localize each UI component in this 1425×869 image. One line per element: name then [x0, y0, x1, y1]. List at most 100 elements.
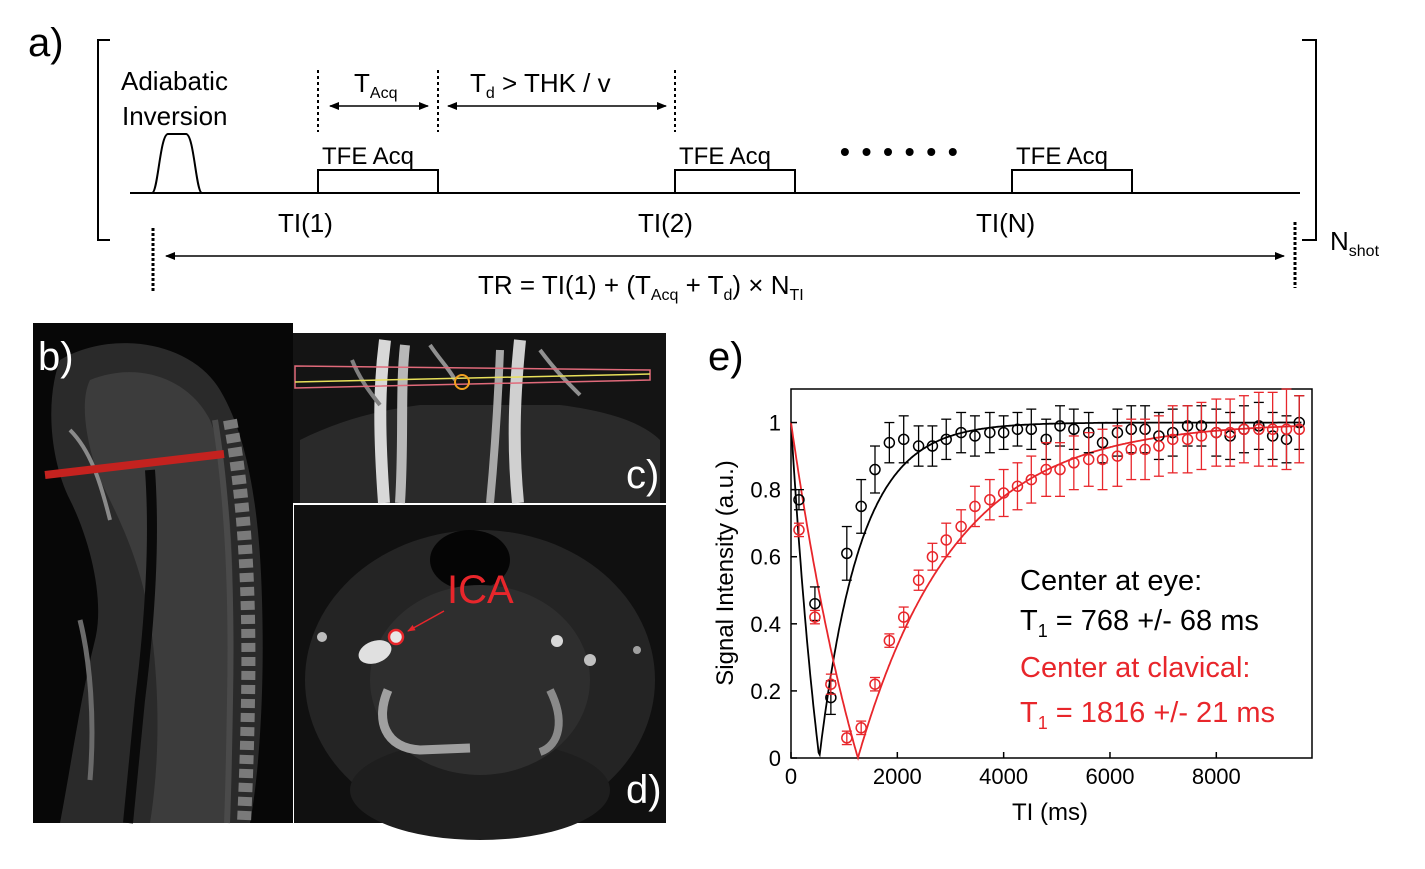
data-point-eye: [984, 411, 996, 454]
y-tick-label: 0.4: [750, 612, 781, 637]
data-point-eye: [1025, 408, 1038, 451]
y-tick-label: 0.2: [750, 679, 781, 704]
marker-circle: [809, 597, 821, 610]
data-point-clavical: [912, 569, 925, 591]
marker-circle: [1011, 423, 1024, 436]
panel-c-label: c): [626, 453, 659, 497]
data-point-clavical: [1166, 405, 1179, 474]
data-point-clavical: [1293, 395, 1305, 464]
data-point-clavical: [1195, 401, 1208, 471]
marker-circle: [1181, 433, 1194, 446]
marker-circle: [1011, 480, 1024, 493]
panel-e-t1-chart: e) 0 2000 4000 6000 8000 0 0.2 0.4 0.6 0.8 1 TI (m…: [708, 335, 1313, 826]
data-point-clavical: [855, 720, 867, 736]
t-acq-label: TAcq: [354, 68, 397, 102]
marker-circle: [940, 534, 952, 546]
data-point-eye: [969, 415, 981, 457]
data-point-eye: [841, 525, 853, 581]
panel-a-label: a): [28, 21, 64, 65]
marker-circle: [1238, 423, 1250, 436]
panel-d-label: d): [626, 768, 662, 812]
marker-circle: [926, 550, 939, 563]
data-point-clavical: [1040, 442, 1052, 497]
ica-label: ICA: [447, 568, 514, 612]
data-point-eye: [955, 411, 967, 454]
data-point-eye: [897, 415, 910, 464]
x-tick-label: 6000: [1086, 764, 1135, 789]
tfe-block-1: [317, 169, 439, 194]
marker-circle: [1166, 433, 1179, 446]
marker-circle: [1195, 430, 1208, 442]
tfe-label-2: TFE Acq: [679, 143, 771, 170]
marker-circle: [1054, 420, 1066, 432]
legend-clavical-t1: T1 = 1816 +/- 21 ms: [1020, 697, 1275, 733]
panel-e-label: e): [708, 335, 744, 379]
inversion-pulse: [151, 133, 203, 194]
data-point-clavical: [869, 676, 881, 692]
legend-eye: Center at eye:: [1020, 565, 1202, 597]
panel-d-axial-image: ICA d): [294, 505, 666, 840]
data-point-clavical: [1082, 431, 1095, 487]
tfe-label-1: TFE Acq: [322, 143, 414, 170]
panel-b-sagittal-image: b): [33, 323, 293, 824]
marker-circle: [1125, 443, 1137, 456]
marker-circle: [984, 426, 996, 439]
tr-equation: TR = TI(1) + (TAcq + Td) × NTI: [478, 270, 804, 304]
slab-outline: [294, 365, 651, 389]
marker-circle: [969, 500, 981, 513]
center-marker: [454, 374, 470, 390]
marker-circle: [1082, 453, 1095, 466]
data-point-clavical: [997, 468, 1010, 518]
inversion-label-line1: Adiabatic: [121, 66, 228, 96]
marker-circle: [793, 493, 805, 506]
y-axis-label: Signal Intensity (a.u.): [712, 460, 739, 685]
data-point-eye: [883, 421, 896, 464]
marker-circle: [809, 611, 821, 623]
data-point-clavical: [984, 478, 996, 521]
data-point-eye: [940, 418, 952, 461]
marker-circle: [1139, 443, 1151, 456]
y-tick-label: 0: [769, 746, 781, 771]
marker-circle: [1068, 457, 1080, 469]
left-bracket: [97, 39, 110, 241]
marker-circle: [997, 487, 1010, 499]
marker-circle: [997, 426, 1010, 439]
marker-circle: [841, 547, 853, 560]
data-point-clavical: [1125, 418, 1137, 481]
data-point-clavical: [1181, 405, 1194, 474]
marker-circle: [969, 430, 981, 442]
marker-circle: [1210, 426, 1223, 439]
marker-circle: [1293, 423, 1305, 436]
data-point-clavical: [793, 522, 805, 538]
marker-circle: [897, 433, 910, 446]
marker-circle: [912, 440, 925, 452]
panel-b-label: b): [38, 335, 74, 379]
data-point-clavical: [926, 542, 939, 571]
inversion-label-line2: Inversion: [122, 101, 228, 131]
data-point-clavical: [1096, 428, 1109, 491]
data-point-clavical: [1280, 388, 1293, 471]
x-tick-label: 8000: [1192, 764, 1241, 789]
data-point-clavical: [883, 633, 896, 648]
ti-label-1: TI(1): [278, 208, 333, 238]
data-point-eye: [793, 488, 805, 511]
x-tick-label: 0: [785, 764, 797, 789]
ica-marker: [387, 628, 405, 646]
marker-circle: [1111, 450, 1124, 462]
data-point-clavical: [1224, 398, 1236, 467]
ica-pointer: [407, 610, 445, 632]
marker-circle: [825, 678, 837, 690]
ellipsis-dots: • • • • • •: [840, 136, 960, 167]
data-point-eye: [926, 425, 939, 467]
data-point-eye: [1054, 405, 1066, 447]
marker-circle: [1224, 426, 1236, 439]
marker-circle: [869, 678, 881, 690]
data-point-clavical: [969, 485, 981, 528]
panel-a-sequence-diagram: a) Adiabatic Inversion TFE Acq TFE Acq T…: [28, 21, 1380, 304]
marker-circle: [869, 463, 881, 476]
marker-circle: [1054, 463, 1066, 476]
ti-label-n: TI(N): [976, 208, 1035, 238]
x-tick-label: 2000: [873, 764, 922, 789]
data-point-clavical: [1253, 391, 1265, 467]
